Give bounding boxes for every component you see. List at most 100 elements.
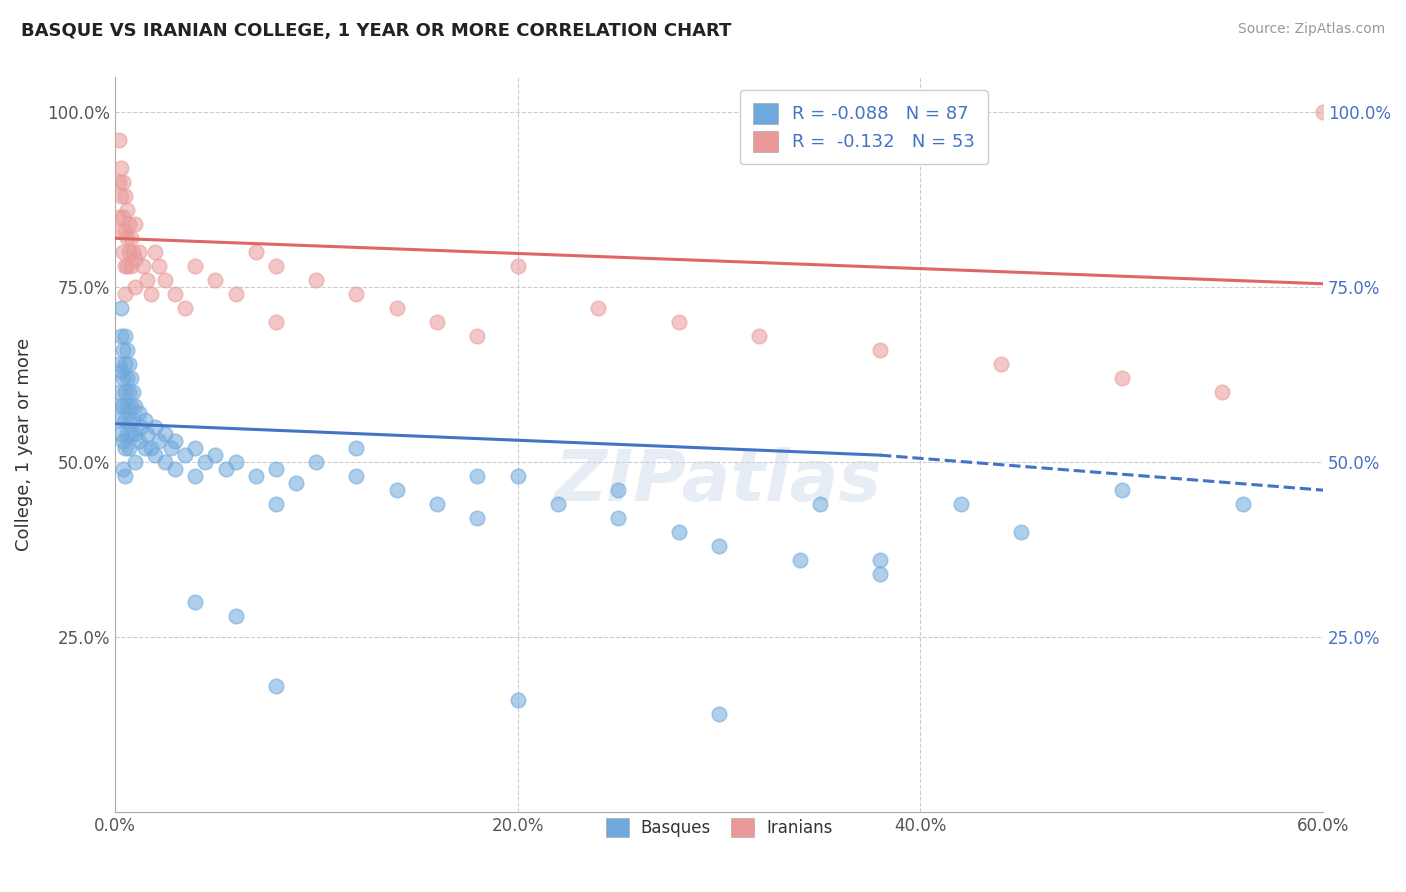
- Point: [111, 399, 134, 413]
- Point: [264, 315, 287, 329]
- Point: [305, 273, 328, 287]
- Point: [114, 189, 136, 203]
- Point: [122, 413, 145, 427]
- Point: [148, 434, 170, 449]
- Point: [136, 427, 159, 442]
- Point: [153, 455, 176, 469]
- Point: [111, 175, 134, 189]
- Point: [114, 385, 136, 400]
- Point: [122, 385, 145, 400]
- Point: [547, 497, 569, 511]
- Point: [1232, 497, 1254, 511]
- Point: [1312, 105, 1334, 120]
- Point: [111, 434, 134, 449]
- Point: [194, 455, 217, 469]
- Point: [668, 315, 690, 329]
- Point: [110, 224, 132, 238]
- Point: [111, 211, 134, 225]
- Point: [264, 462, 287, 476]
- Point: [134, 441, 156, 455]
- Point: [869, 343, 891, 358]
- Point: [264, 260, 287, 274]
- Point: [245, 245, 267, 260]
- Point: [465, 511, 488, 525]
- Point: [118, 385, 141, 400]
- Point: [115, 399, 138, 413]
- Point: [114, 469, 136, 483]
- Point: [129, 420, 152, 434]
- Point: [1010, 525, 1032, 540]
- Point: [346, 441, 368, 455]
- Point: [990, 357, 1012, 371]
- Point: [110, 161, 132, 176]
- Point: [264, 497, 287, 511]
- Point: [120, 371, 142, 385]
- Point: [426, 497, 449, 511]
- Point: [114, 357, 136, 371]
- Point: [120, 427, 142, 442]
- Point: [115, 231, 138, 245]
- Point: [346, 469, 368, 483]
- Point: [115, 427, 138, 442]
- Point: [107, 357, 129, 371]
- Point: [111, 371, 134, 385]
- Point: [128, 406, 150, 420]
- Point: [122, 245, 145, 260]
- Point: [153, 273, 176, 287]
- Point: [114, 413, 136, 427]
- Point: [124, 280, 146, 294]
- Point: [143, 245, 166, 260]
- Point: [1111, 371, 1133, 385]
- Point: [184, 469, 207, 483]
- Point: [506, 469, 529, 483]
- Point: [204, 448, 226, 462]
- Point: [285, 476, 308, 491]
- Point: [174, 301, 197, 316]
- Point: [148, 260, 170, 274]
- Point: [214, 462, 236, 476]
- Point: [136, 273, 159, 287]
- Point: [139, 441, 162, 455]
- Point: [385, 483, 408, 497]
- Point: [132, 260, 155, 274]
- Point: [668, 525, 690, 540]
- Point: [506, 693, 529, 707]
- Point: [118, 245, 141, 260]
- Point: [143, 420, 166, 434]
- Point: [160, 441, 183, 455]
- Point: [139, 287, 162, 301]
- Point: [385, 301, 408, 316]
- Point: [124, 455, 146, 469]
- Point: [789, 553, 811, 567]
- Point: [264, 679, 287, 693]
- Point: [115, 260, 138, 274]
- Point: [346, 287, 368, 301]
- Point: [110, 364, 132, 378]
- Point: [124, 217, 146, 231]
- Point: [128, 434, 150, 449]
- Point: [1111, 483, 1133, 497]
- Point: [115, 203, 138, 218]
- Point: [128, 245, 150, 260]
- Point: [184, 595, 207, 609]
- Point: [153, 427, 176, 442]
- Point: [134, 413, 156, 427]
- Point: [607, 511, 630, 525]
- Point: [949, 497, 972, 511]
- Point: [114, 224, 136, 238]
- Point: [114, 329, 136, 343]
- Text: ZIPatlas: ZIPatlas: [555, 447, 883, 516]
- Point: [165, 462, 187, 476]
- Point: [143, 448, 166, 462]
- Text: BASQUE VS IRANIAN COLLEGE, 1 YEAR OR MORE CORRELATION CHART: BASQUE VS IRANIAN COLLEGE, 1 YEAR OR MOR…: [21, 22, 731, 40]
- Point: [869, 553, 891, 567]
- Point: [115, 343, 138, 358]
- Point: [110, 301, 132, 316]
- Point: [869, 567, 891, 582]
- Point: [107, 175, 129, 189]
- Point: [118, 413, 141, 427]
- Point: [110, 399, 132, 413]
- Point: [111, 462, 134, 476]
- Point: [184, 260, 207, 274]
- Point: [204, 273, 226, 287]
